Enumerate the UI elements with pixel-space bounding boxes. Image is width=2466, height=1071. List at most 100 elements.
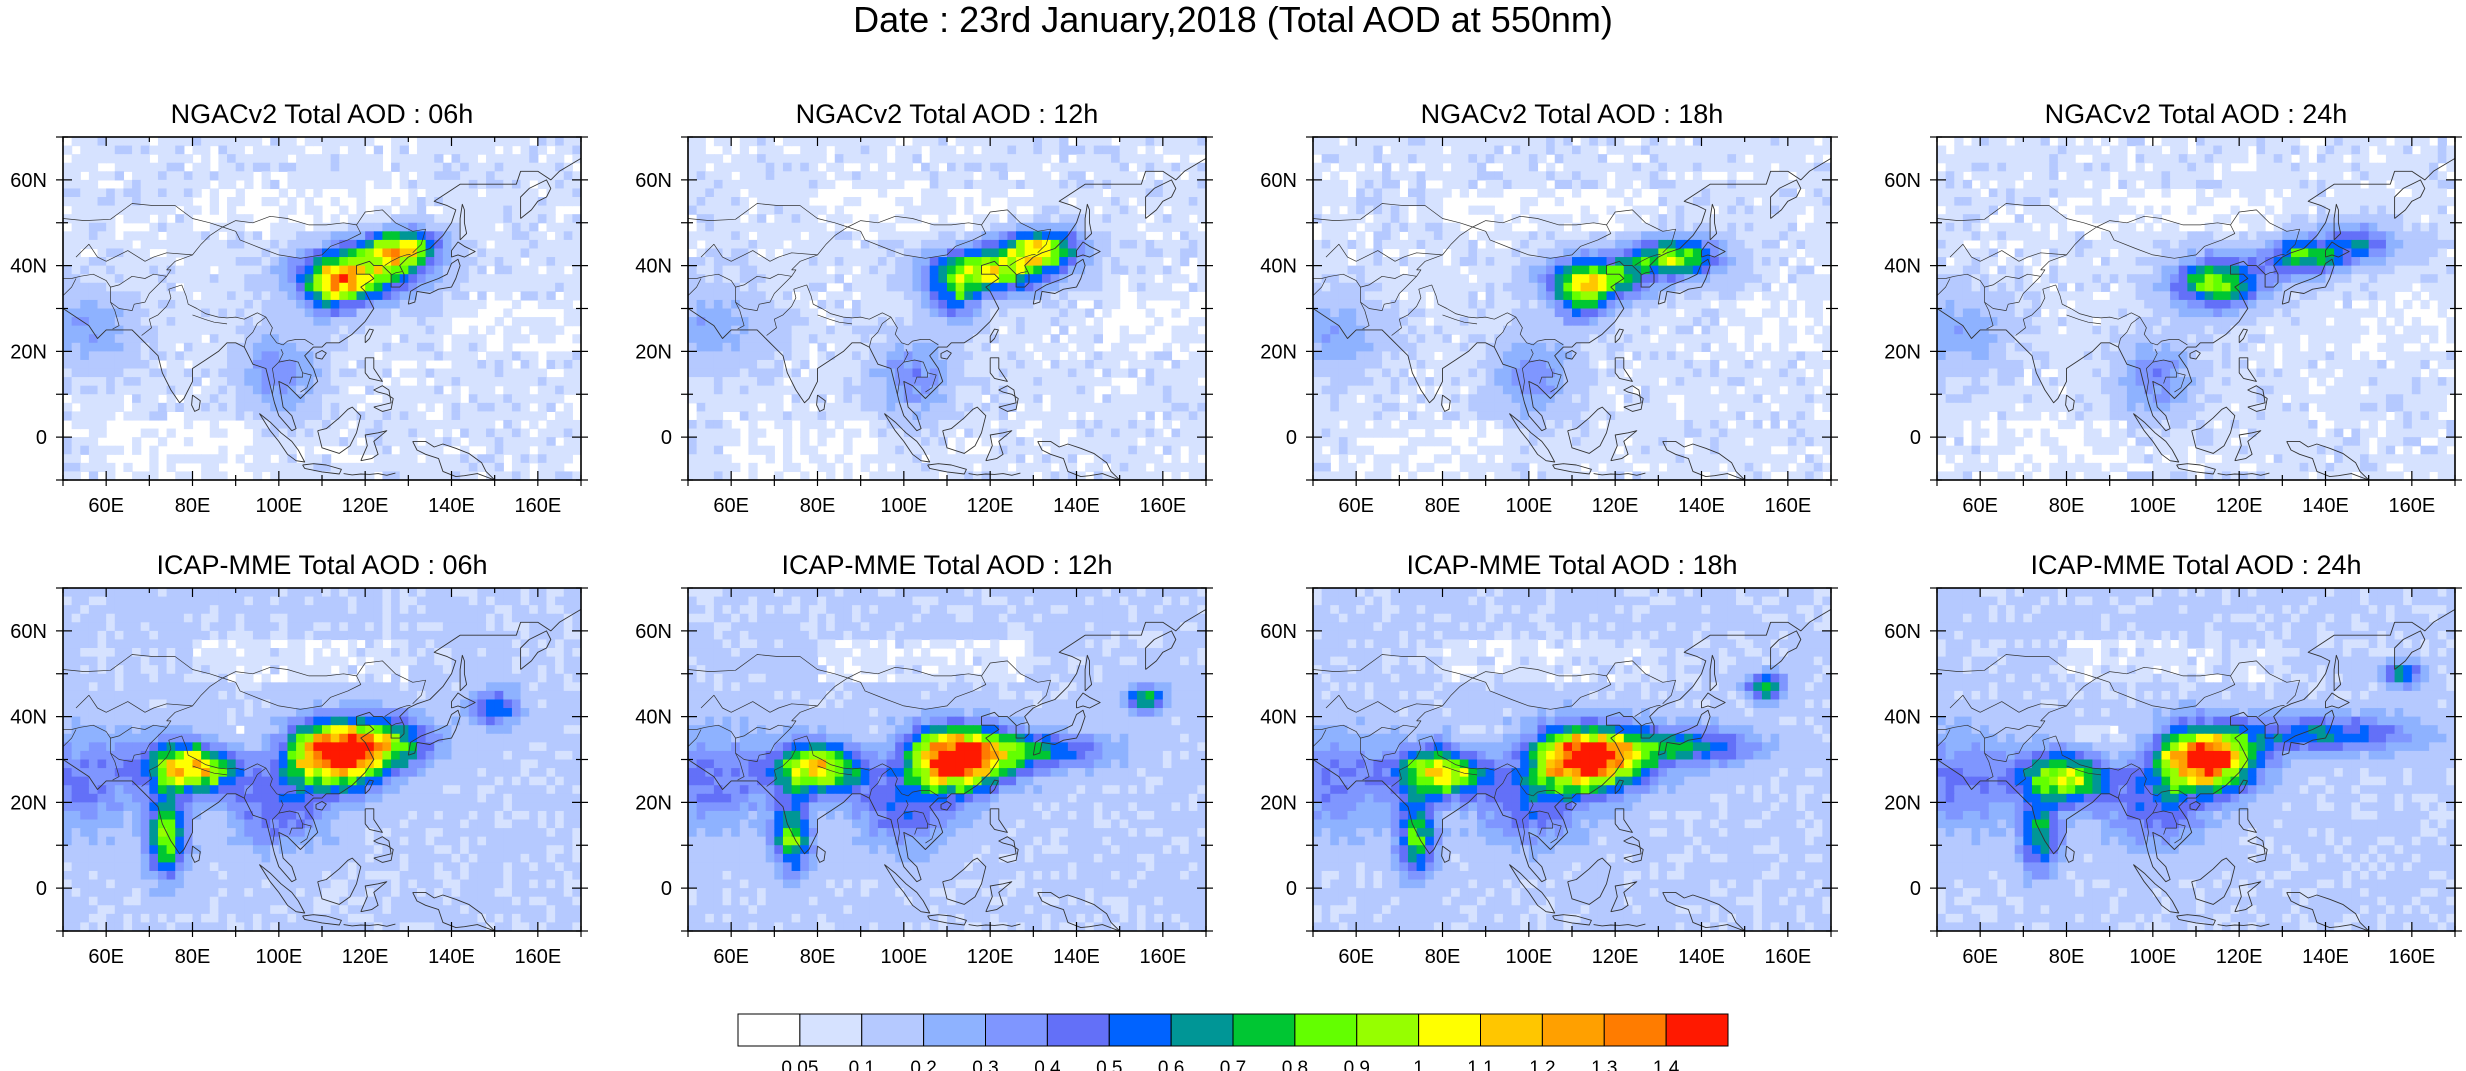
- colorbar-label: 0.3: [972, 1058, 998, 1071]
- coastlines: [1937, 158, 2455, 480]
- coastlines: [688, 158, 1206, 480]
- x-tick-label: 60E: [1962, 495, 1998, 517]
- colorbar-label: 1.1: [1467, 1058, 1493, 1071]
- coastlines: [688, 609, 1206, 931]
- y-tick-label: 40N: [635, 707, 672, 729]
- x-tick-label: 120E: [1592, 495, 1639, 517]
- colorbar-label: 0.4: [1034, 1058, 1061, 1071]
- y-tick-label: 60N: [1260, 170, 1297, 192]
- colorbar-swatch: [1232, 1013, 1296, 1047]
- coastlines: [1313, 609, 1831, 931]
- x-tick-label: 140E: [428, 495, 475, 517]
- y-tick-label: 0: [1910, 427, 1921, 449]
- y-tick-label: 60N: [10, 170, 47, 192]
- map-panels: NGACv2 Total AOD : 06h 60E 80E 100E 120E 140E…: [10, 99, 2462, 968]
- colorbar-label: 0.05: [781, 1058, 818, 1071]
- x-tick-label: 100E: [2129, 495, 2176, 517]
- aod-field: [1313, 588, 1831, 931]
- y-tick-label: 20N: [1260, 792, 1297, 814]
- panel-title: NGACv2 Total AOD : 18h: [1421, 99, 1724, 129]
- panel-title: ICAP-MME Total AOD : 12h: [781, 550, 1112, 580]
- x-tick-label: 120E: [967, 946, 1014, 968]
- aod-field: [63, 137, 581, 480]
- colorbar-swatch: [1108, 1013, 1172, 1047]
- coastlines: [63, 609, 581, 931]
- x-tick-label: 100E: [2129, 946, 2176, 968]
- axis-ticks: [56, 136, 588, 486]
- map-panel: ICAP-MME Total AOD : 24h 60E 80E 100E 120E 14…: [1884, 550, 2462, 968]
- y-tick-label: 0: [1910, 878, 1921, 900]
- map-panel: ICAP-MME Total AOD : 06h 60E 80E 100E 120E 14…: [10, 550, 588, 968]
- x-tick-label: 120E: [342, 495, 389, 517]
- colorbar-swatch: [799, 1013, 863, 1047]
- panel-title: ICAP-MME Total AOD : 18h: [1406, 550, 1737, 580]
- x-tick-label: 160E: [1139, 946, 1186, 968]
- panel-title: NGACv2 Total AOD : 06h: [171, 99, 474, 129]
- x-tick-label: 140E: [1678, 946, 1725, 968]
- axis-ticks: [681, 587, 1213, 937]
- y-tick-label: 20N: [10, 792, 47, 814]
- axis-ticks: [1306, 587, 1838, 937]
- x-tick-label: 80E: [2049, 946, 2085, 968]
- y-tick-label: 40N: [1884, 256, 1921, 278]
- aod-field: [63, 588, 581, 931]
- y-tick-label: 40N: [635, 256, 672, 278]
- x-tick-label: 140E: [2302, 495, 2349, 517]
- y-tick-label: 60N: [1884, 621, 1921, 643]
- y-tick-label: 0: [1286, 427, 1297, 449]
- x-tick-label: 80E: [800, 946, 836, 968]
- x-tick-label: 80E: [175, 946, 211, 968]
- map-panel: NGACv2 Total AOD : 24h 60E 80E 100E 120E 140E…: [1884, 99, 2462, 517]
- y-tick-label: 60N: [635, 621, 672, 643]
- axis-ticks: [56, 587, 588, 937]
- aod-field: [1313, 137, 1831, 480]
- x-tick-label: 80E: [1425, 946, 1461, 968]
- colorbar-label: 1: [1413, 1058, 1424, 1071]
- axis-ticks: [1930, 587, 2462, 937]
- x-tick-label: 100E: [880, 946, 927, 968]
- y-tick-label: 0: [661, 878, 672, 900]
- colorbar-label: 1.3: [1591, 1058, 1617, 1071]
- x-tick-label: 120E: [1592, 946, 1639, 968]
- colorbar-swatch: [1294, 1013, 1358, 1047]
- colorbar-swatch: [1603, 1013, 1667, 1047]
- x-tick-label: 160E: [514, 946, 561, 968]
- x-tick-label: 80E: [800, 495, 836, 517]
- y-tick-label: 60N: [10, 621, 47, 643]
- colorbar-label: 0.8: [1282, 1058, 1308, 1071]
- colorbar-label: 1.2: [1529, 1058, 1555, 1071]
- x-tick-label: 60E: [1962, 946, 1998, 968]
- y-tick-label: 20N: [635, 341, 672, 363]
- x-tick-label: 140E: [428, 946, 475, 968]
- map-panel: ICAP-MME Total AOD : 12h 60E 80E 100E 120E 14…: [635, 550, 1213, 968]
- x-tick-label: 160E: [2388, 946, 2435, 968]
- x-tick-label: 100E: [255, 946, 302, 968]
- axis-ticks: [1930, 136, 2462, 486]
- panel-title: ICAP-MME Total AOD : 24h: [2030, 550, 2361, 580]
- y-tick-label: 0: [36, 878, 47, 900]
- x-tick-label: 100E: [255, 495, 302, 517]
- colorbar-swatch: [861, 1013, 925, 1047]
- colorbar-label: 0.2: [910, 1058, 936, 1071]
- coastlines: [63, 158, 581, 480]
- x-tick-label: 100E: [1505, 946, 1552, 968]
- colorbar-swatch: [737, 1013, 801, 1047]
- colorbar-label: 1.4: [1653, 1058, 1680, 1071]
- panel-title: NGACv2 Total AOD : 24h: [2045, 99, 2348, 129]
- y-tick-label: 60N: [1260, 621, 1297, 643]
- colorbar-swatch: [1418, 1013, 1482, 1047]
- x-tick-label: 160E: [2388, 495, 2435, 517]
- x-tick-label: 100E: [1505, 495, 1552, 517]
- x-tick-label: 160E: [514, 495, 561, 517]
- axis-ticks: [681, 136, 1213, 486]
- y-tick-label: 20N: [635, 792, 672, 814]
- x-tick-label: 80E: [175, 495, 211, 517]
- y-tick-label: 40N: [10, 256, 47, 278]
- x-tick-label: 160E: [1764, 946, 1811, 968]
- y-tick-label: 60N: [635, 170, 672, 192]
- x-tick-label: 160E: [1764, 495, 1811, 517]
- colorbar-label: 0.6: [1158, 1058, 1184, 1071]
- y-tick-label: 0: [36, 427, 47, 449]
- colorbar-swatch: [1665, 1013, 1729, 1047]
- x-tick-label: 80E: [2049, 495, 2085, 517]
